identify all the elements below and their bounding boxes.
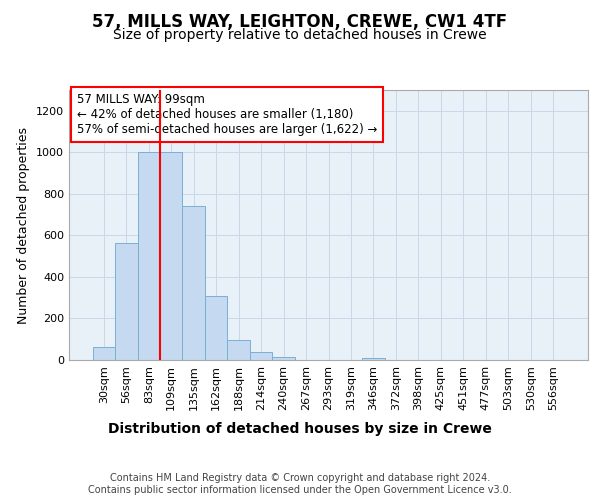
- Bar: [205, 296, 227, 360]
- Bar: [250, 352, 272, 360]
- Text: Distribution of detached houses by size in Crewe: Distribution of detached houses by size …: [108, 422, 492, 436]
- Text: Size of property relative to detached houses in Crewe: Size of property relative to detached ho…: [113, 28, 487, 42]
- Bar: [227, 340, 250, 360]
- Bar: [182, 206, 205, 360]
- Bar: [160, 152, 182, 360]
- Bar: [92, 346, 115, 360]
- Bar: [272, 357, 295, 360]
- Text: 57 MILLS WAY: 99sqm
← 42% of detached houses are smaller (1,180)
57% of semi-det: 57 MILLS WAY: 99sqm ← 42% of detached ho…: [77, 92, 377, 136]
- Bar: [137, 152, 160, 360]
- Text: 57, MILLS WAY, LEIGHTON, CREWE, CW1 4TF: 57, MILLS WAY, LEIGHTON, CREWE, CW1 4TF: [92, 12, 508, 30]
- Text: Contains HM Land Registry data © Crown copyright and database right 2024.
Contai: Contains HM Land Registry data © Crown c…: [88, 474, 512, 495]
- Bar: [115, 242, 137, 360]
- Bar: [362, 358, 385, 360]
- Y-axis label: Number of detached properties: Number of detached properties: [17, 126, 31, 324]
